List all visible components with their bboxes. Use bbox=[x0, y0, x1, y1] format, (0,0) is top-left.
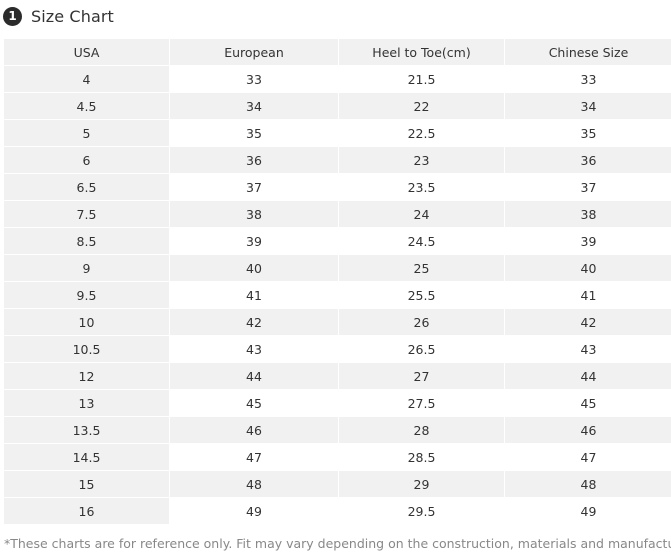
table-cell-usa: 6 bbox=[4, 147, 169, 173]
table-cell-heel-to-toe: 22.5 bbox=[339, 120, 504, 146]
table-cell-european: 35 bbox=[170, 120, 338, 146]
table-cell-heel-to-toe: 24.5 bbox=[339, 228, 504, 254]
table-cell-heel-to-toe: 25.5 bbox=[339, 282, 504, 308]
table-cell-heel-to-toe: 28 bbox=[339, 417, 504, 443]
table-cell-heel-to-toe: 23 bbox=[339, 147, 504, 173]
table-cell-chinese-size: 48 bbox=[505, 471, 671, 497]
table-cell-european: 44 bbox=[170, 363, 338, 389]
table-cell-usa: 6.5 bbox=[4, 174, 169, 200]
table-cell-usa: 8.5 bbox=[4, 228, 169, 254]
table-cell-usa: 4 bbox=[4, 66, 169, 92]
table-cell-european: 33 bbox=[170, 66, 338, 92]
table-cell-heel-to-toe: 28.5 bbox=[339, 444, 504, 470]
table-cell-chinese-size: 37 bbox=[505, 174, 671, 200]
table-cell-european: 43 bbox=[170, 336, 338, 362]
table-cell-heel-to-toe: 21.5 bbox=[339, 66, 504, 92]
table-cell-chinese-size: 40 bbox=[505, 255, 671, 281]
table-cell-usa: 9 bbox=[4, 255, 169, 281]
table-cell-usa: 5 bbox=[4, 120, 169, 146]
table-cell-usa: 16 bbox=[4, 498, 169, 524]
column-header-usa: USA bbox=[4, 39, 169, 65]
table-cell-heel-to-toe: 26 bbox=[339, 309, 504, 335]
table-cell-heel-to-toe: 25 bbox=[339, 255, 504, 281]
table-cell-chinese-size: 43 bbox=[505, 336, 671, 362]
table-cell-heel-to-toe: 24 bbox=[339, 201, 504, 227]
table-cell-heel-to-toe: 29 bbox=[339, 471, 504, 497]
table-cell-european: 45 bbox=[170, 390, 338, 416]
table-cell-heel-to-toe: 23.5 bbox=[339, 174, 504, 200]
table-cell-european: 40 bbox=[170, 255, 338, 281]
page-title: Size Chart bbox=[31, 6, 114, 26]
table-cell-usa: 10.5 bbox=[4, 336, 169, 362]
table-cell-chinese-size: 36 bbox=[505, 147, 671, 173]
table-cell-chinese-size: 49 bbox=[505, 498, 671, 524]
table-cell-chinese-size: 38 bbox=[505, 201, 671, 227]
reference-note: *These charts are for reference only. Fi… bbox=[4, 536, 671, 551]
table-cell-heel-to-toe: 27.5 bbox=[339, 390, 504, 416]
table-cell-chinese-size: 46 bbox=[505, 417, 671, 443]
table-cell-usa: 7.5 bbox=[4, 201, 169, 227]
table-cell-usa: 13.5 bbox=[4, 417, 169, 443]
table-cell-chinese-size: 35 bbox=[505, 120, 671, 146]
table-cell-european: 34 bbox=[170, 93, 338, 119]
table-cell-chinese-size: 44 bbox=[505, 363, 671, 389]
table-cell-european: 46 bbox=[170, 417, 338, 443]
table-cell-european: 36 bbox=[170, 147, 338, 173]
table-cell-usa: 10 bbox=[4, 309, 169, 335]
table-cell-usa: 9.5 bbox=[4, 282, 169, 308]
table-cell-chinese-size: 39 bbox=[505, 228, 671, 254]
table-cell-usa: 4.5 bbox=[4, 93, 169, 119]
table-cell-chinese-size: 33 bbox=[505, 66, 671, 92]
table-cell-european: 41 bbox=[170, 282, 338, 308]
table-cell-heel-to-toe: 29.5 bbox=[339, 498, 504, 524]
table-cell-usa: 15 bbox=[4, 471, 169, 497]
table-cell-heel-to-toe: 26.5 bbox=[339, 336, 504, 362]
table-cell-usa: 14.5 bbox=[4, 444, 169, 470]
column-header-heel-to-toe: Heel to Toe(cm) bbox=[339, 39, 504, 65]
table-cell-heel-to-toe: 27 bbox=[339, 363, 504, 389]
table-cell-european: 49 bbox=[170, 498, 338, 524]
size-chart-header: 1 Size Chart bbox=[3, 4, 114, 28]
table-cell-chinese-size: 45 bbox=[505, 390, 671, 416]
table-cell-chinese-size: 34 bbox=[505, 93, 671, 119]
table-cell-usa: 13 bbox=[4, 390, 169, 416]
table-cell-european: 42 bbox=[170, 309, 338, 335]
table-cell-chinese-size: 47 bbox=[505, 444, 671, 470]
step-number-badge: 1 bbox=[3, 6, 22, 26]
table-cell-european: 38 bbox=[170, 201, 338, 227]
table-cell-european: 39 bbox=[170, 228, 338, 254]
column-header-european: European bbox=[170, 39, 338, 65]
table-cell-heel-to-toe: 22 bbox=[339, 93, 504, 119]
column-header-chinese-size: Chinese Size bbox=[505, 39, 671, 65]
table-cell-european: 48 bbox=[170, 471, 338, 497]
size-table: USA European Heel to Toe(cm) Chinese Siz… bbox=[4, 39, 671, 524]
table-cell-chinese-size: 41 bbox=[505, 282, 671, 308]
table-cell-usa: 12 bbox=[4, 363, 169, 389]
table-cell-chinese-size: 42 bbox=[505, 309, 671, 335]
table-cell-european: 47 bbox=[170, 444, 338, 470]
table-cell-european: 37 bbox=[170, 174, 338, 200]
